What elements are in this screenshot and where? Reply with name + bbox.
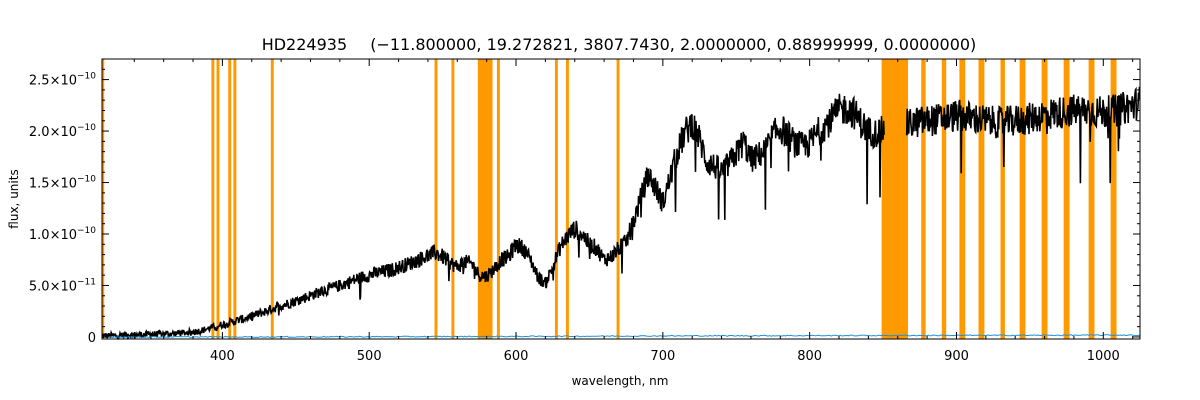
x-tick-label: 500 (357, 349, 382, 364)
masked-band (1019, 59, 1026, 339)
masked-band (477, 59, 493, 339)
masked-band (434, 59, 438, 339)
masked-band (1000, 59, 1005, 339)
masked-band (616, 59, 620, 339)
masked-band (102, 59, 105, 339)
masked-band (565, 59, 569, 339)
x-tick-label: 1000 (1087, 349, 1120, 364)
y-tick-label: 2.5×10−10 (29, 72, 96, 89)
x-tick-label: 600 (504, 349, 529, 364)
masked-band (959, 59, 966, 339)
y-tick-label: 0 (88, 331, 96, 346)
series-lines (101, 86, 1141, 341)
masked-band (496, 59, 500, 339)
masked-band (270, 59, 274, 339)
error-series-line (101, 334, 1140, 339)
x-tick-label: 700 (650, 349, 675, 364)
y-tick-exponent: −10 (77, 175, 96, 185)
y-tick-exponent: −10 (77, 123, 96, 133)
x-tick-label: 900 (944, 349, 969, 364)
chart-title-name: HD224935 (262, 35, 347, 54)
masked-band (233, 59, 237, 339)
masked-band (228, 59, 232, 339)
y-tick-label: 1.5×10−10 (29, 175, 96, 192)
masked-band (1110, 59, 1117, 339)
y-tick-label: 1.0×10−10 (29, 226, 96, 243)
masked-band (881, 59, 909, 339)
y-tick-exponent: −10 (77, 226, 96, 236)
masked-band (216, 59, 220, 339)
masked-band (451, 59, 455, 339)
chart-title: HD224935 (−11.800000, 19.272821, 3807.74… (262, 35, 977, 54)
masked-band (1041, 59, 1048, 339)
masked-band (554, 59, 558, 339)
masked-band (941, 59, 947, 339)
masked-band (1088, 59, 1095, 339)
axis-ticks: 400 500 600 700 800 900 1000 0 5.0×10−11 1.0×10−1… (29, 59, 1140, 364)
y-tick-label: 5.0×10−11 (29, 277, 96, 294)
masked-bands (102, 59, 1117, 339)
masked-band (921, 59, 926, 339)
plot-frame (101, 58, 1141, 340)
masked-band (211, 59, 215, 339)
masked-band (978, 59, 985, 339)
y-tick-exponent: −10 (77, 72, 96, 82)
flux-series-line (101, 86, 1141, 341)
y-tick-label: 2.0×10−10 (29, 123, 96, 140)
chart-title-params: (−11.800000, 19.272821, 3807.7430, 2.000… (370, 35, 976, 54)
masked-band (1063, 59, 1070, 339)
x-tick-label: 400 (210, 349, 235, 364)
x-tick-label: 800 (797, 349, 822, 364)
y-tick-exponent: −11 (77, 277, 96, 287)
y-axis-label: flux, units (7, 169, 21, 228)
x-axis-label: wavelength, nm (572, 374, 669, 388)
